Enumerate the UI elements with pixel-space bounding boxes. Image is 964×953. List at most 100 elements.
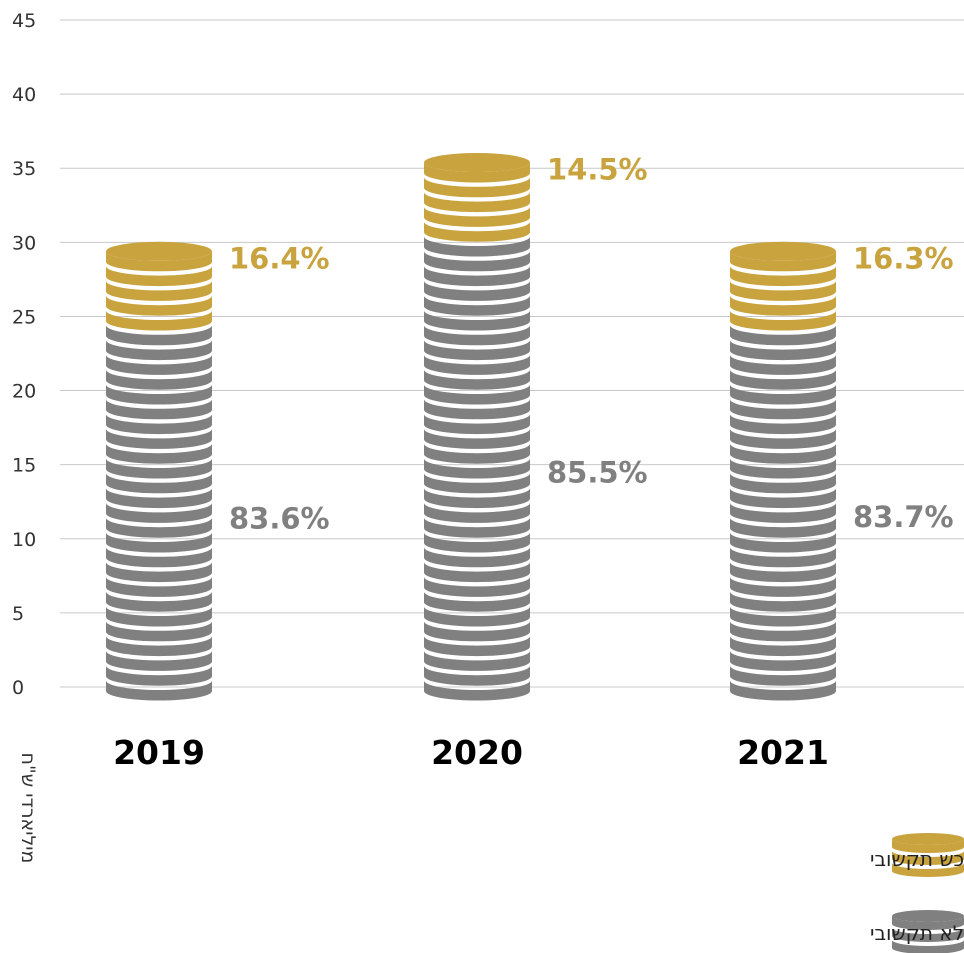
coin-non-ict	[730, 399, 836, 420]
coin-ict	[106, 310, 212, 331]
coin-non-ict	[424, 354, 530, 375]
coin-non-ict	[106, 384, 212, 405]
y-axis-ticks: 0 5 10 15 20 25 30 35 40 45	[12, 10, 36, 699]
coin-non-ict	[424, 384, 530, 405]
y-tick-label: 45	[12, 10, 36, 32]
coin-non-ict	[106, 443, 212, 464]
coin-non-ict	[106, 488, 212, 509]
y-tick-label: 15	[12, 455, 36, 477]
coin-ict	[424, 192, 530, 213]
coin-non-ict	[730, 576, 836, 597]
coin-stack-2021	[730, 241, 836, 701]
percent-label-non-ict: 83.7%	[853, 500, 954, 534]
y-tick-label: 35	[12, 158, 36, 180]
coin-non-ict	[424, 532, 530, 553]
coin-non-ict	[730, 665, 836, 686]
coin-ict	[424, 221, 530, 242]
coin-non-ict	[424, 488, 530, 509]
coin-ict	[424, 162, 530, 183]
legend-label-non-ict: רכש לא תקשובי	[870, 921, 964, 945]
coin-ict	[730, 310, 836, 331]
coin-non-ict	[424, 369, 530, 390]
coin-non-ict	[730, 547, 836, 568]
y-tick-label: 30	[12, 232, 36, 254]
coin-non-ict	[730, 325, 836, 346]
y-tick-label: 0	[12, 677, 24, 699]
coin-non-ict	[424, 650, 530, 671]
y-tick-label: 20	[12, 381, 36, 403]
coin-non-ict	[730, 517, 836, 538]
coin-non-ict	[424, 236, 530, 257]
coin-non-ict	[106, 665, 212, 686]
coin-ict	[106, 266, 212, 287]
coin-non-ict	[424, 310, 530, 331]
x-tick-label: 2019	[113, 733, 205, 772]
coin-non-ict	[730, 502, 836, 523]
coin-non-ict	[730, 532, 836, 553]
coin-non-ict	[106, 369, 212, 390]
coin-non-ict	[106, 591, 212, 612]
coin-stack-2019	[106, 241, 212, 701]
y-tick-label: 25	[12, 306, 36, 328]
coin-ict	[730, 266, 836, 287]
coin-non-ict	[424, 414, 530, 435]
coin-non-ict	[424, 251, 530, 272]
coin-non-ict	[106, 532, 212, 553]
coin-non-ict	[424, 576, 530, 597]
coin-non-ict	[730, 488, 836, 509]
x-axis-year-labels: 2019 2020 2021	[113, 733, 829, 772]
percent-label-non-ict: 83.6%	[229, 501, 330, 535]
legend-swatch-ict-icon	[892, 833, 964, 877]
coin-non-ict	[424, 665, 530, 686]
coin-non-ict	[730, 562, 836, 583]
coin-non-ict	[730, 680, 836, 701]
y-tick-label: 40	[12, 84, 36, 106]
coin-non-ict	[730, 369, 836, 390]
coin-ict	[424, 177, 530, 198]
coin-non-ict	[424, 473, 530, 494]
coin-non-ict	[106, 428, 212, 449]
coin-non-ict	[730, 458, 836, 479]
coin-non-ict	[106, 606, 212, 627]
coin-non-ict	[106, 399, 212, 420]
coin-non-ict	[424, 340, 530, 361]
y-axis-label: מיליארדי ש"ח	[17, 753, 39, 864]
coin-ict	[730, 295, 836, 316]
coin-non-ict	[730, 443, 836, 464]
coin-non-ict	[106, 473, 212, 494]
coin-stack-2020	[424, 153, 530, 701]
coin-stacks	[106, 153, 836, 701]
coin-non-ict	[424, 636, 530, 657]
coin-non-ict	[730, 606, 836, 627]
coin-ict	[106, 251, 212, 272]
coin-top-face	[730, 241, 836, 261]
coin-non-ict	[106, 636, 212, 657]
coin-non-ict	[730, 354, 836, 375]
coin-ict	[424, 206, 530, 227]
y-tick-label: 5	[12, 603, 24, 625]
coin-non-ict	[424, 295, 530, 316]
coin-non-ict	[106, 576, 212, 597]
coin-non-ict	[424, 458, 530, 479]
coin-non-ict	[106, 502, 212, 523]
coin-non-ict	[424, 325, 530, 346]
coin-non-ict	[730, 414, 836, 435]
legend-label-ict: רכש תקשובי	[870, 847, 964, 871]
percent-label-ict: 16.3%	[853, 241, 954, 275]
x-tick-label: 2020	[431, 733, 523, 772]
y-tick-label: 10	[12, 529, 36, 551]
coin-non-ict	[106, 547, 212, 568]
coin-top-face	[106, 241, 212, 261]
coin-ict	[106, 280, 212, 301]
coin-non-ict	[424, 399, 530, 420]
x-tick-label: 2021	[737, 733, 829, 772]
coin-non-ict	[424, 502, 530, 523]
coin-non-ict	[106, 517, 212, 538]
legend: רכש תקשובי רכש לא תקשובי	[870, 833, 964, 953]
percent-label-non-ict: 85.5%	[547, 455, 648, 489]
legend-swatch-non-ict-icon	[892, 910, 964, 953]
coin-non-ict	[730, 384, 836, 405]
coin-non-ict	[424, 621, 530, 642]
percent-label-ict: 14.5%	[547, 153, 648, 187]
coin-non-ict	[106, 562, 212, 583]
